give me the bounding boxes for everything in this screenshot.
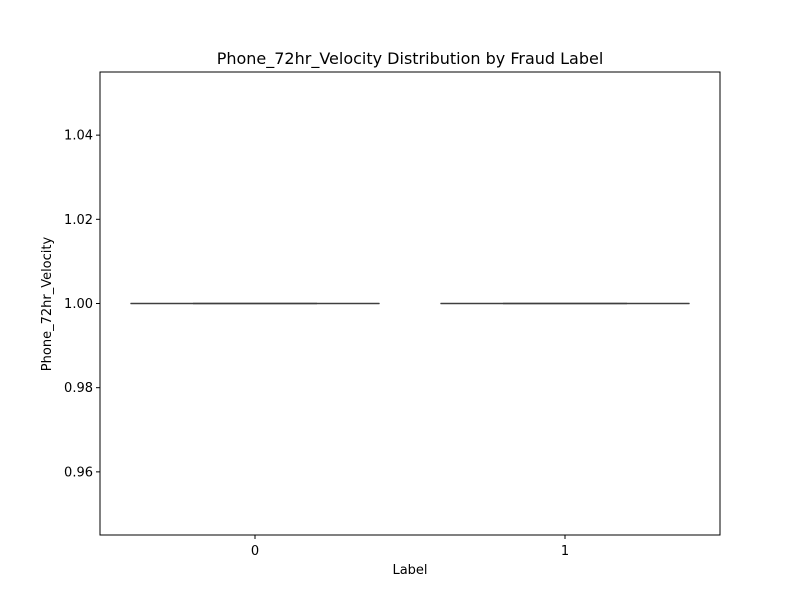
y-tick-label: 0.96: [64, 465, 93, 480]
y-tick-label: 1.02: [64, 213, 93, 228]
y-tick-label: 1.00: [64, 297, 93, 312]
chart-title: Phone_72hr_Velocity Distribution by Frau…: [217, 49, 604, 69]
y-axis-label: Phone_72hr_Velocity: [40, 237, 55, 372]
y-tick-label: 1.04: [64, 129, 93, 144]
x-axis-label: Label: [392, 563, 427, 578]
x-tick-label: 1: [561, 544, 569, 559]
y-tick-label: 0.98: [64, 381, 93, 396]
y-axis: 0.96 0.98 1.00 1.02 1.04: [64, 129, 100, 480]
x-tick-label: 0: [251, 544, 259, 559]
